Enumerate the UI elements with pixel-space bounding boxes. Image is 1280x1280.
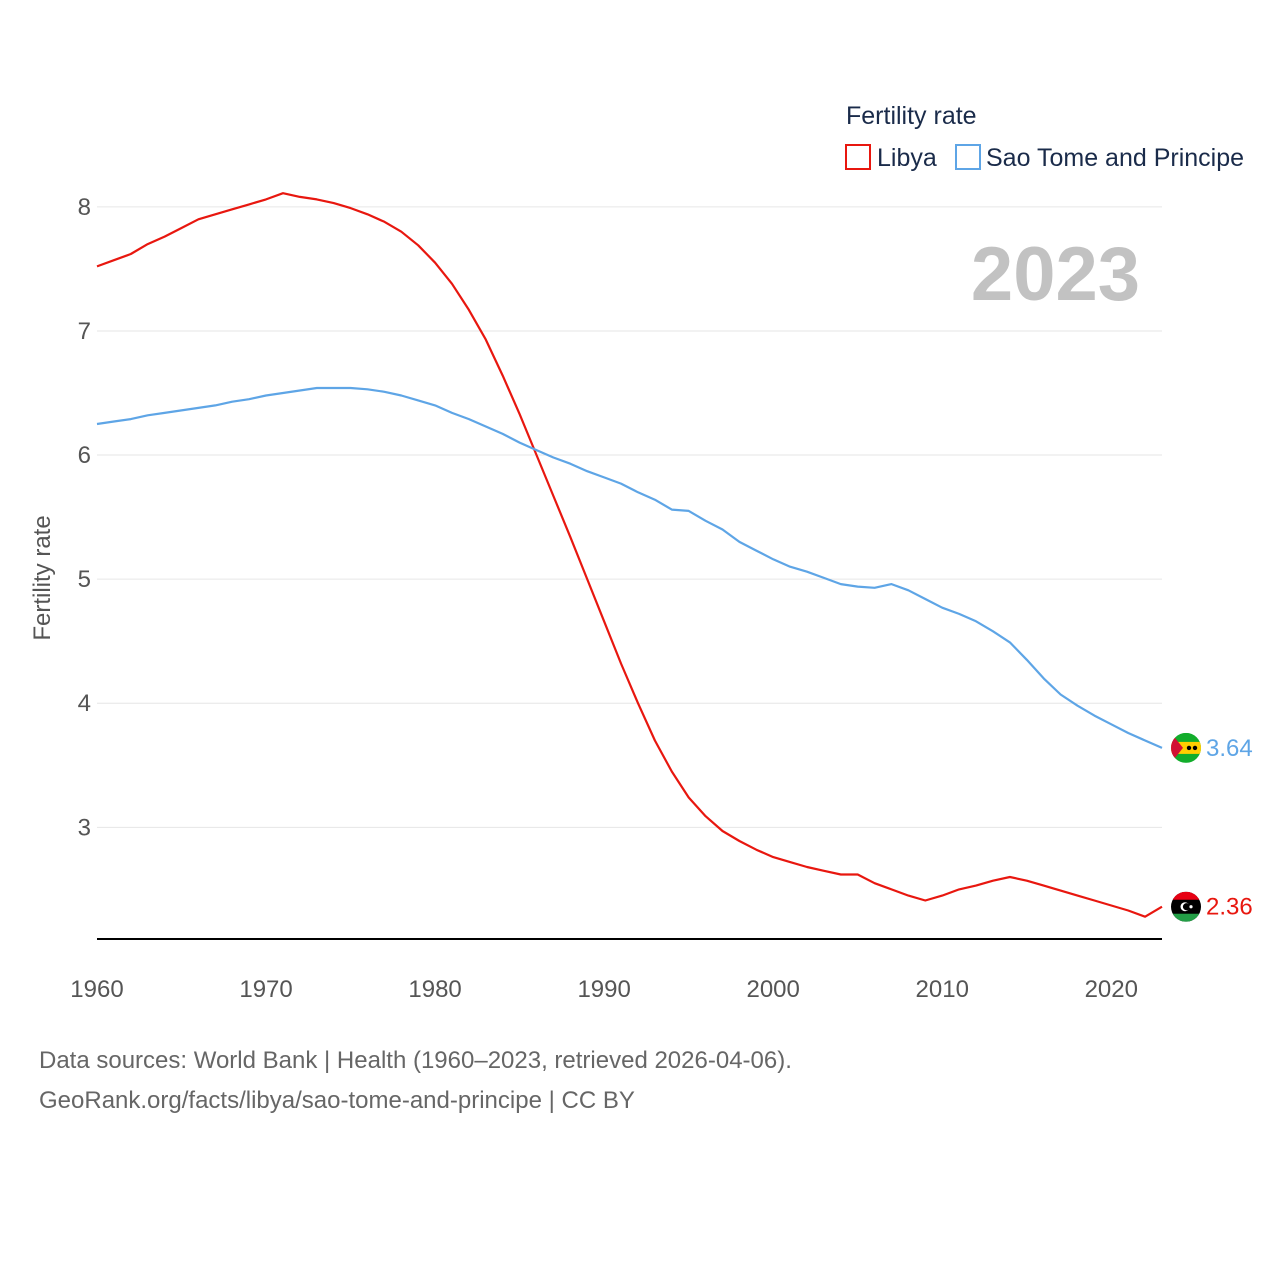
x-tick-label-2010: 2010 [916, 976, 969, 1003]
y-tick-label-5: 5 [78, 566, 91, 593]
end-label-libya: 2.36 [1206, 894, 1253, 921]
x-axis-ticks: 1960 1970 1980 1990 2000 2010 2020 [70, 976, 1138, 1003]
end-markers: 3.64 2.36 [1171, 732, 1253, 922]
y-axis-title: Fertility rate [29, 515, 56, 640]
x-tick-label-2000: 2000 [746, 976, 799, 1003]
x-tick-label-1960: 1960 [70, 976, 123, 1003]
y-axis-ticks: 3 4 5 6 7 8 [78, 194, 91, 841]
y-tick-label-4: 4 [78, 690, 91, 717]
legend-item-libya[interactable]: Libya [845, 144, 937, 172]
legend-label-libya: Libya [877, 144, 937, 172]
series-lines [96, 192, 1163, 918]
year-label: 2023 [971, 232, 1140, 317]
end-label-sao-tome: 3.64 [1206, 735, 1253, 762]
gridlines [97, 206, 1162, 828]
y-tick-label-6: 6 [78, 442, 91, 469]
series-line-libya[interactable] [96, 192, 1163, 918]
y-tick-label-3: 3 [78, 814, 91, 841]
x-tick-label-1970: 1970 [239, 976, 292, 1003]
legend-title: Fertility rate [846, 102, 977, 130]
series-line-sao-tome[interactable] [96, 386, 1163, 749]
x-tick-label-2020: 2020 [1085, 976, 1138, 1003]
x-tick-label-1990: 1990 [577, 976, 630, 1003]
x-tick-label-1980: 1980 [408, 976, 461, 1003]
y-tick-label-8: 8 [78, 194, 91, 221]
legend-swatch-sao-tome [955, 144, 981, 170]
source-line: Data sources: World Bank | Health (1960–… [39, 1047, 792, 1074]
y-tick-label-7: 7 [78, 318, 91, 345]
legend-label-sao-tome: Sao Tome and Principe [986, 144, 1244, 172]
legend-swatch-libya [845, 144, 871, 170]
sao-tome-flag-icon [1171, 732, 1201, 763]
libya-flag-icon [1171, 891, 1201, 922]
legend-item-sao-tome[interactable]: Sao Tome and Principe [955, 144, 1244, 172]
credit-line[interactable]: GeoRank.org/facts/libya/sao-tome-and-pri… [39, 1087, 635, 1114]
